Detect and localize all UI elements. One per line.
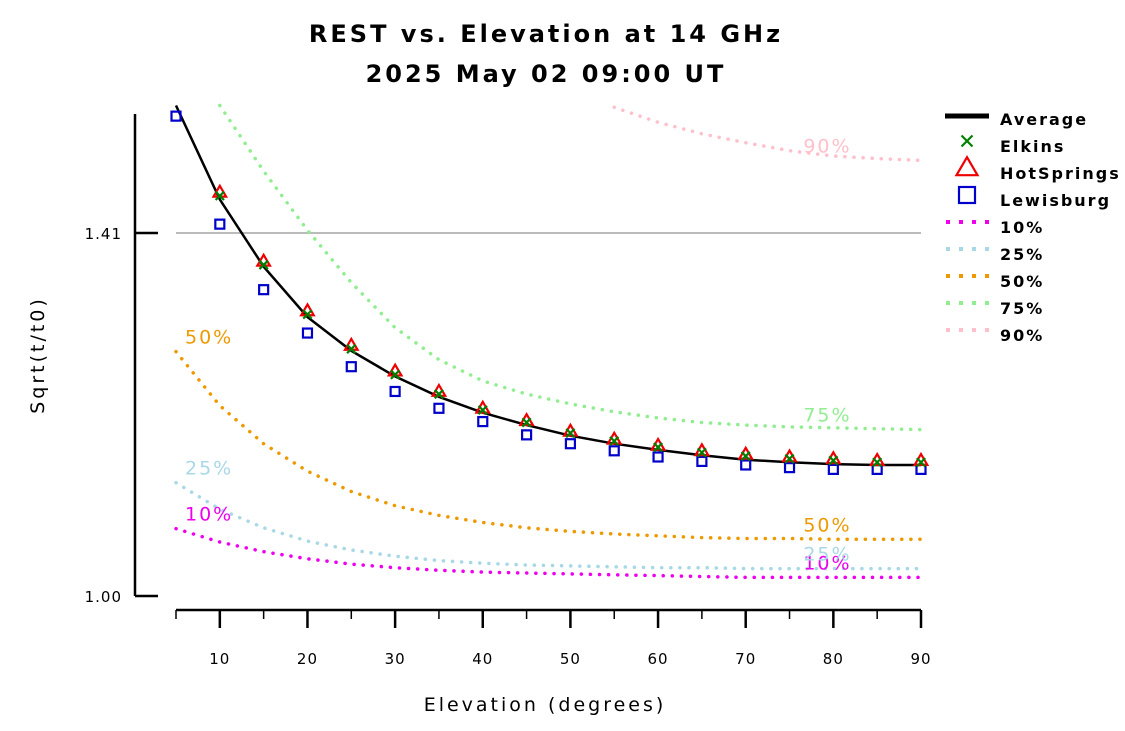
- point-elkins-15: [258, 259, 269, 270]
- y-tick-label-1.41: 1.41: [85, 225, 122, 243]
- legend-label: Elkins: [1000, 137, 1065, 156]
- point-elkins-65: [696, 447, 707, 458]
- point-lewisburg-60: [652, 451, 664, 463]
- curve-label-left-25pct: 25%: [185, 458, 233, 480]
- x-tick-label-10: 10: [209, 650, 230, 668]
- point-elkins-55: [609, 436, 620, 447]
- x-tick-label-60: 60: [648, 650, 669, 668]
- legend-item-hotsprings: HotSprings: [954, 155, 1121, 183]
- point-lewisburg-15: [258, 284, 270, 296]
- station-markers: [170, 110, 930, 475]
- legend-swatch: [954, 155, 980, 177]
- chart-title: REST vs. Elevation at 14 GHz: [309, 20, 783, 48]
- x-axis-label: Elevation (degrees): [424, 694, 667, 716]
- point-elkins-75: [784, 453, 795, 464]
- x-tick-label-40: 40: [472, 650, 493, 668]
- legend-label: 75%: [1000, 299, 1044, 318]
- average-curve-layer: [174, 104, 921, 467]
- point-lewisburg-20: [301, 327, 314, 339]
- y-tick-label-1.00: 1.00: [85, 588, 122, 606]
- curve-10pct: [174, 526, 923, 580]
- curve-average: [174, 104, 921, 467]
- legend-label: Average: [1000, 110, 1088, 129]
- curve-label-right-50pct: 50%: [803, 514, 851, 536]
- curve-25pct: [174, 480, 923, 571]
- x-tick-label-50: 50: [560, 650, 581, 668]
- legend-item-elkins: Elkins: [960, 134, 1065, 156]
- point-elkins-70: [740, 451, 751, 462]
- point-elkins-30: [390, 369, 401, 380]
- point-elkins-85: [872, 457, 883, 468]
- legend: Average Elkins HotSprings Lewisburg 10% 25% 50…: [945, 110, 1121, 345]
- curve-label-right-25pct: 25%: [803, 544, 851, 566]
- x-tick-label-80: 80: [823, 650, 844, 668]
- legend-item-90pct: 90%: [946, 326, 1044, 345]
- point-elkins-20: [302, 309, 313, 320]
- chart-subtitle: 2025 May 02 09:00 UT: [366, 60, 727, 88]
- curve-label-left-50pct: 50%: [185, 327, 233, 349]
- legend-item-75pct: 75%: [946, 299, 1044, 318]
- point-lewisburg-80: [827, 463, 839, 475]
- point-lewisburg-75: [783, 462, 796, 474]
- legend-item-average: Average: [945, 110, 1088, 129]
- curve-90pct: [612, 105, 923, 163]
- point-elkins-35: [433, 389, 444, 400]
- curve-label-right-90pct: 90%: [803, 135, 851, 157]
- legend-swatch: [957, 185, 977, 205]
- legend-item-50pct: 50%: [946, 272, 1044, 291]
- point-elkins-50: [565, 428, 576, 439]
- legend-item-10pct: 10%: [946, 218, 1044, 237]
- percentile-curves: [174, 103, 923, 580]
- point-lewisburg-10: [214, 218, 226, 230]
- point-elkins-40: [477, 405, 488, 416]
- point-elkins-25: [346, 344, 357, 354]
- legend-item-25pct: 25%: [946, 245, 1044, 264]
- percentile-labels: 10%10%25%25%50%50%75%90%: [185, 135, 851, 574]
- legend-label: Lewisburg: [1000, 191, 1111, 210]
- point-lewisburg-45: [520, 429, 533, 441]
- x-tick-label-70: 70: [735, 650, 756, 668]
- y-axis-label: Sqrt(t/t0): [27, 296, 49, 414]
- x-tick-label-30: 30: [385, 650, 406, 668]
- curve-label-left-10pct: 10%: [185, 504, 233, 526]
- point-lewisburg-50: [564, 438, 577, 450]
- point-lewisburg-40: [477, 415, 489, 428]
- x-tick-label-20: 20: [297, 650, 318, 668]
- legend-label: 25%: [1000, 245, 1044, 264]
- point-elkins-60: [653, 442, 664, 453]
- legend-label: 90%: [1000, 326, 1044, 345]
- curve-label-right-10pct: 10%: [803, 552, 851, 574]
- point-lewisburg-30: [389, 385, 401, 398]
- legend-label: 10%: [1000, 218, 1044, 237]
- x-tick-label-90: 90: [910, 650, 931, 668]
- legend-label: 50%: [1000, 272, 1044, 291]
- point-lewisburg-25: [345, 361, 357, 373]
- point-elkins-45: [521, 417, 532, 428]
- curve-label-right-75pct: 75%: [803, 405, 851, 427]
- point-lewisburg-35: [433, 402, 445, 414]
- markers-lewisburg: [170, 110, 927, 475]
- legend-item-lewisburg: Lewisburg: [957, 185, 1111, 210]
- point-lewisburg-5: [170, 110, 182, 122]
- legend-swatch: [960, 134, 974, 148]
- point-elkins-80: [828, 455, 839, 466]
- point-elkins-90: [916, 457, 926, 468]
- point-lewisburg-65: [696, 455, 708, 468]
- axes: 1.00 1.41 10 20 30 40 50 60 70 80 90: [85, 114, 931, 668]
- curve-50pct: [174, 349, 923, 542]
- point-lewisburg-70: [740, 459, 752, 471]
- legend-label: HotSprings: [1000, 164, 1121, 183]
- point-lewisburg-55: [608, 445, 620, 457]
- markers-elkins: [214, 190, 926, 468]
- point-elkins-10: [214, 190, 225, 201]
